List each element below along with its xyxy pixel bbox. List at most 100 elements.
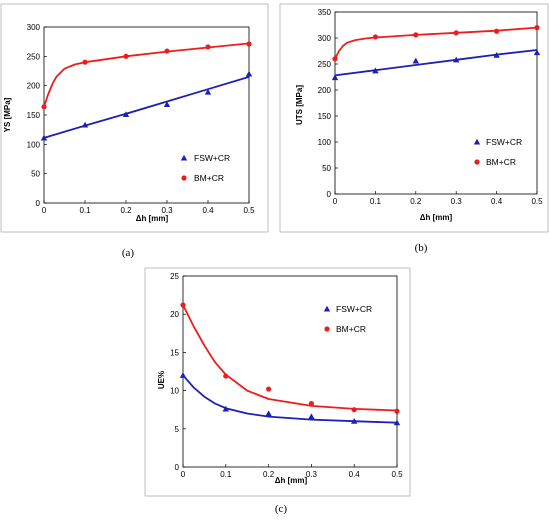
x-tick-label: 0.1 <box>79 206 91 215</box>
data-point-fsw <box>122 111 130 117</box>
chart-panel-c: Δh [mm] UE% FSW+CR BM+CR (c) 0 0.1 0.2 0.3 0… <box>144 267 411 515</box>
x-tick-label: 0.3 <box>306 470 318 479</box>
x-tick-label: 0.2 <box>120 206 132 215</box>
y-tick-label: 300 <box>318 34 332 43</box>
data-point-fsw <box>393 419 401 426</box>
legend-label-bm: BM+CR <box>336 324 366 334</box>
legend-label-fsw: FSW+CR <box>486 137 522 147</box>
y-tick-label: 50 <box>31 170 40 179</box>
legend-label-fsw: FSW+CR <box>194 153 230 163</box>
data-point-fsw <box>204 88 212 95</box>
legend-marker-fsw <box>323 305 331 312</box>
plot-area <box>334 11 538 195</box>
data-point-fsw <box>351 417 358 424</box>
y-axis-label: UTS [MPa] <box>295 85 304 125</box>
legend-marker-bm <box>324 326 330 332</box>
fit-curve-fsw <box>334 49 538 77</box>
fit-curve-bm <box>334 26 538 60</box>
data-point-fsw <box>40 134 48 141</box>
data-point-bm <box>372 34 378 40</box>
legend: FSW+CR BM+CR <box>194 153 230 183</box>
data-point-bm <box>266 386 272 392</box>
chart-panel-b: Δh [mm] UTS [MPa] FSW+CR BM+CR (b) 0 0.1 0… <box>279 3 549 254</box>
y-tick-label: 5 <box>175 425 180 434</box>
data-point-bm <box>205 44 211 50</box>
y-tick-label: 200 <box>27 82 41 91</box>
data-point-bm <box>351 407 357 413</box>
x-tick-label: 0 <box>333 197 338 206</box>
panel-label-a: (a) <box>122 247 135 259</box>
y-tick-label: 10 <box>170 387 179 396</box>
legend-marker-fsw <box>473 138 481 145</box>
y-tick-label: 250 <box>27 52 41 61</box>
data-point-fsw <box>265 410 272 417</box>
data-point-bm <box>413 32 419 38</box>
x-tick-label: 0.4 <box>349 470 361 479</box>
legend-marker-bm <box>181 175 187 181</box>
y-axis-label: UE% <box>157 371 166 389</box>
data-point-bm <box>394 408 400 414</box>
legend-label-bm: BM+CR <box>486 157 516 167</box>
data-point-bm <box>308 400 314 407</box>
x-tick-label: 0 <box>181 470 186 479</box>
data-point-fsw <box>245 70 253 77</box>
y-tick-label: 15 <box>170 348 179 357</box>
data-point-bm <box>223 373 229 379</box>
panel-a-frame <box>0 3 269 233</box>
data-point-bm <box>180 302 186 308</box>
legend-marker-bm <box>474 159 480 165</box>
x-axis-label: Δh [mm] <box>275 476 308 485</box>
x-tick-label: 0.5 <box>531 197 543 206</box>
y-tick-label: 0 <box>327 190 332 199</box>
plot-area <box>182 275 398 468</box>
x-tick-label: 0.3 <box>451 197 463 206</box>
x-tick-label: 0.4 <box>491 197 503 206</box>
data-point-fsw <box>163 101 171 107</box>
x-tick-label: 0.4 <box>202 206 214 215</box>
y-tick-label: 20 <box>170 310 179 319</box>
data-point-fsw <box>222 405 229 412</box>
panel-label-b: (b) <box>415 242 428 254</box>
y-axis-label: YS [MPa] <box>3 97 12 132</box>
data-point-bm <box>494 28 500 34</box>
data-point-bm <box>453 30 459 36</box>
legend-marker-fsw <box>180 154 188 161</box>
data-point-bm <box>534 25 540 31</box>
data-point-fsw <box>453 56 460 63</box>
data-point-fsw <box>533 49 541 56</box>
data-point-fsw <box>81 121 89 128</box>
y-tick-label: 25 <box>170 272 179 281</box>
legend-label-fsw: FSW+CR <box>336 304 372 314</box>
data-point-fsw <box>331 74 339 81</box>
data-point-fsw <box>308 413 315 420</box>
legend-label-bm: BM+CR <box>194 173 224 183</box>
y-tick-label: 0 <box>36 199 41 208</box>
x-tick-label: 0.5 <box>391 470 403 479</box>
data-point-fsw <box>493 51 500 58</box>
panel-b-frame <box>279 3 549 233</box>
x-tick-label: 0.1 <box>370 197 382 206</box>
x-axis-label: Δh [mm] <box>136 214 169 223</box>
data-point-fsw <box>412 57 419 64</box>
y-tick-label: 150 <box>318 112 332 121</box>
x-tick-label: 0.2 <box>263 470 275 479</box>
x-tick-label: 0.1 <box>220 470 232 479</box>
x-tick-label: 0.5 <box>243 206 255 215</box>
y-tick-label: 100 <box>318 138 332 147</box>
fit-curve-fsw <box>43 76 250 139</box>
data-point-fsw <box>372 67 379 74</box>
x-axis-label: Δh [mm] <box>420 213 453 222</box>
data-point-bm <box>164 48 170 54</box>
x-tick-label: 0.3 <box>161 206 173 215</box>
data-point-bm <box>41 104 47 110</box>
panel-c-frame <box>144 267 411 497</box>
data-point-bm <box>82 59 88 65</box>
y-tick-label: 250 <box>318 60 332 69</box>
x-tick-label: 0 <box>42 206 47 215</box>
panel-label-c: (c) <box>275 503 288 515</box>
y-tick-label: 50 <box>322 164 331 173</box>
y-tick-label: 300 <box>27 23 41 32</box>
y-tick-label: 350 <box>318 8 332 17</box>
fit-curve-bm <box>43 42 250 108</box>
